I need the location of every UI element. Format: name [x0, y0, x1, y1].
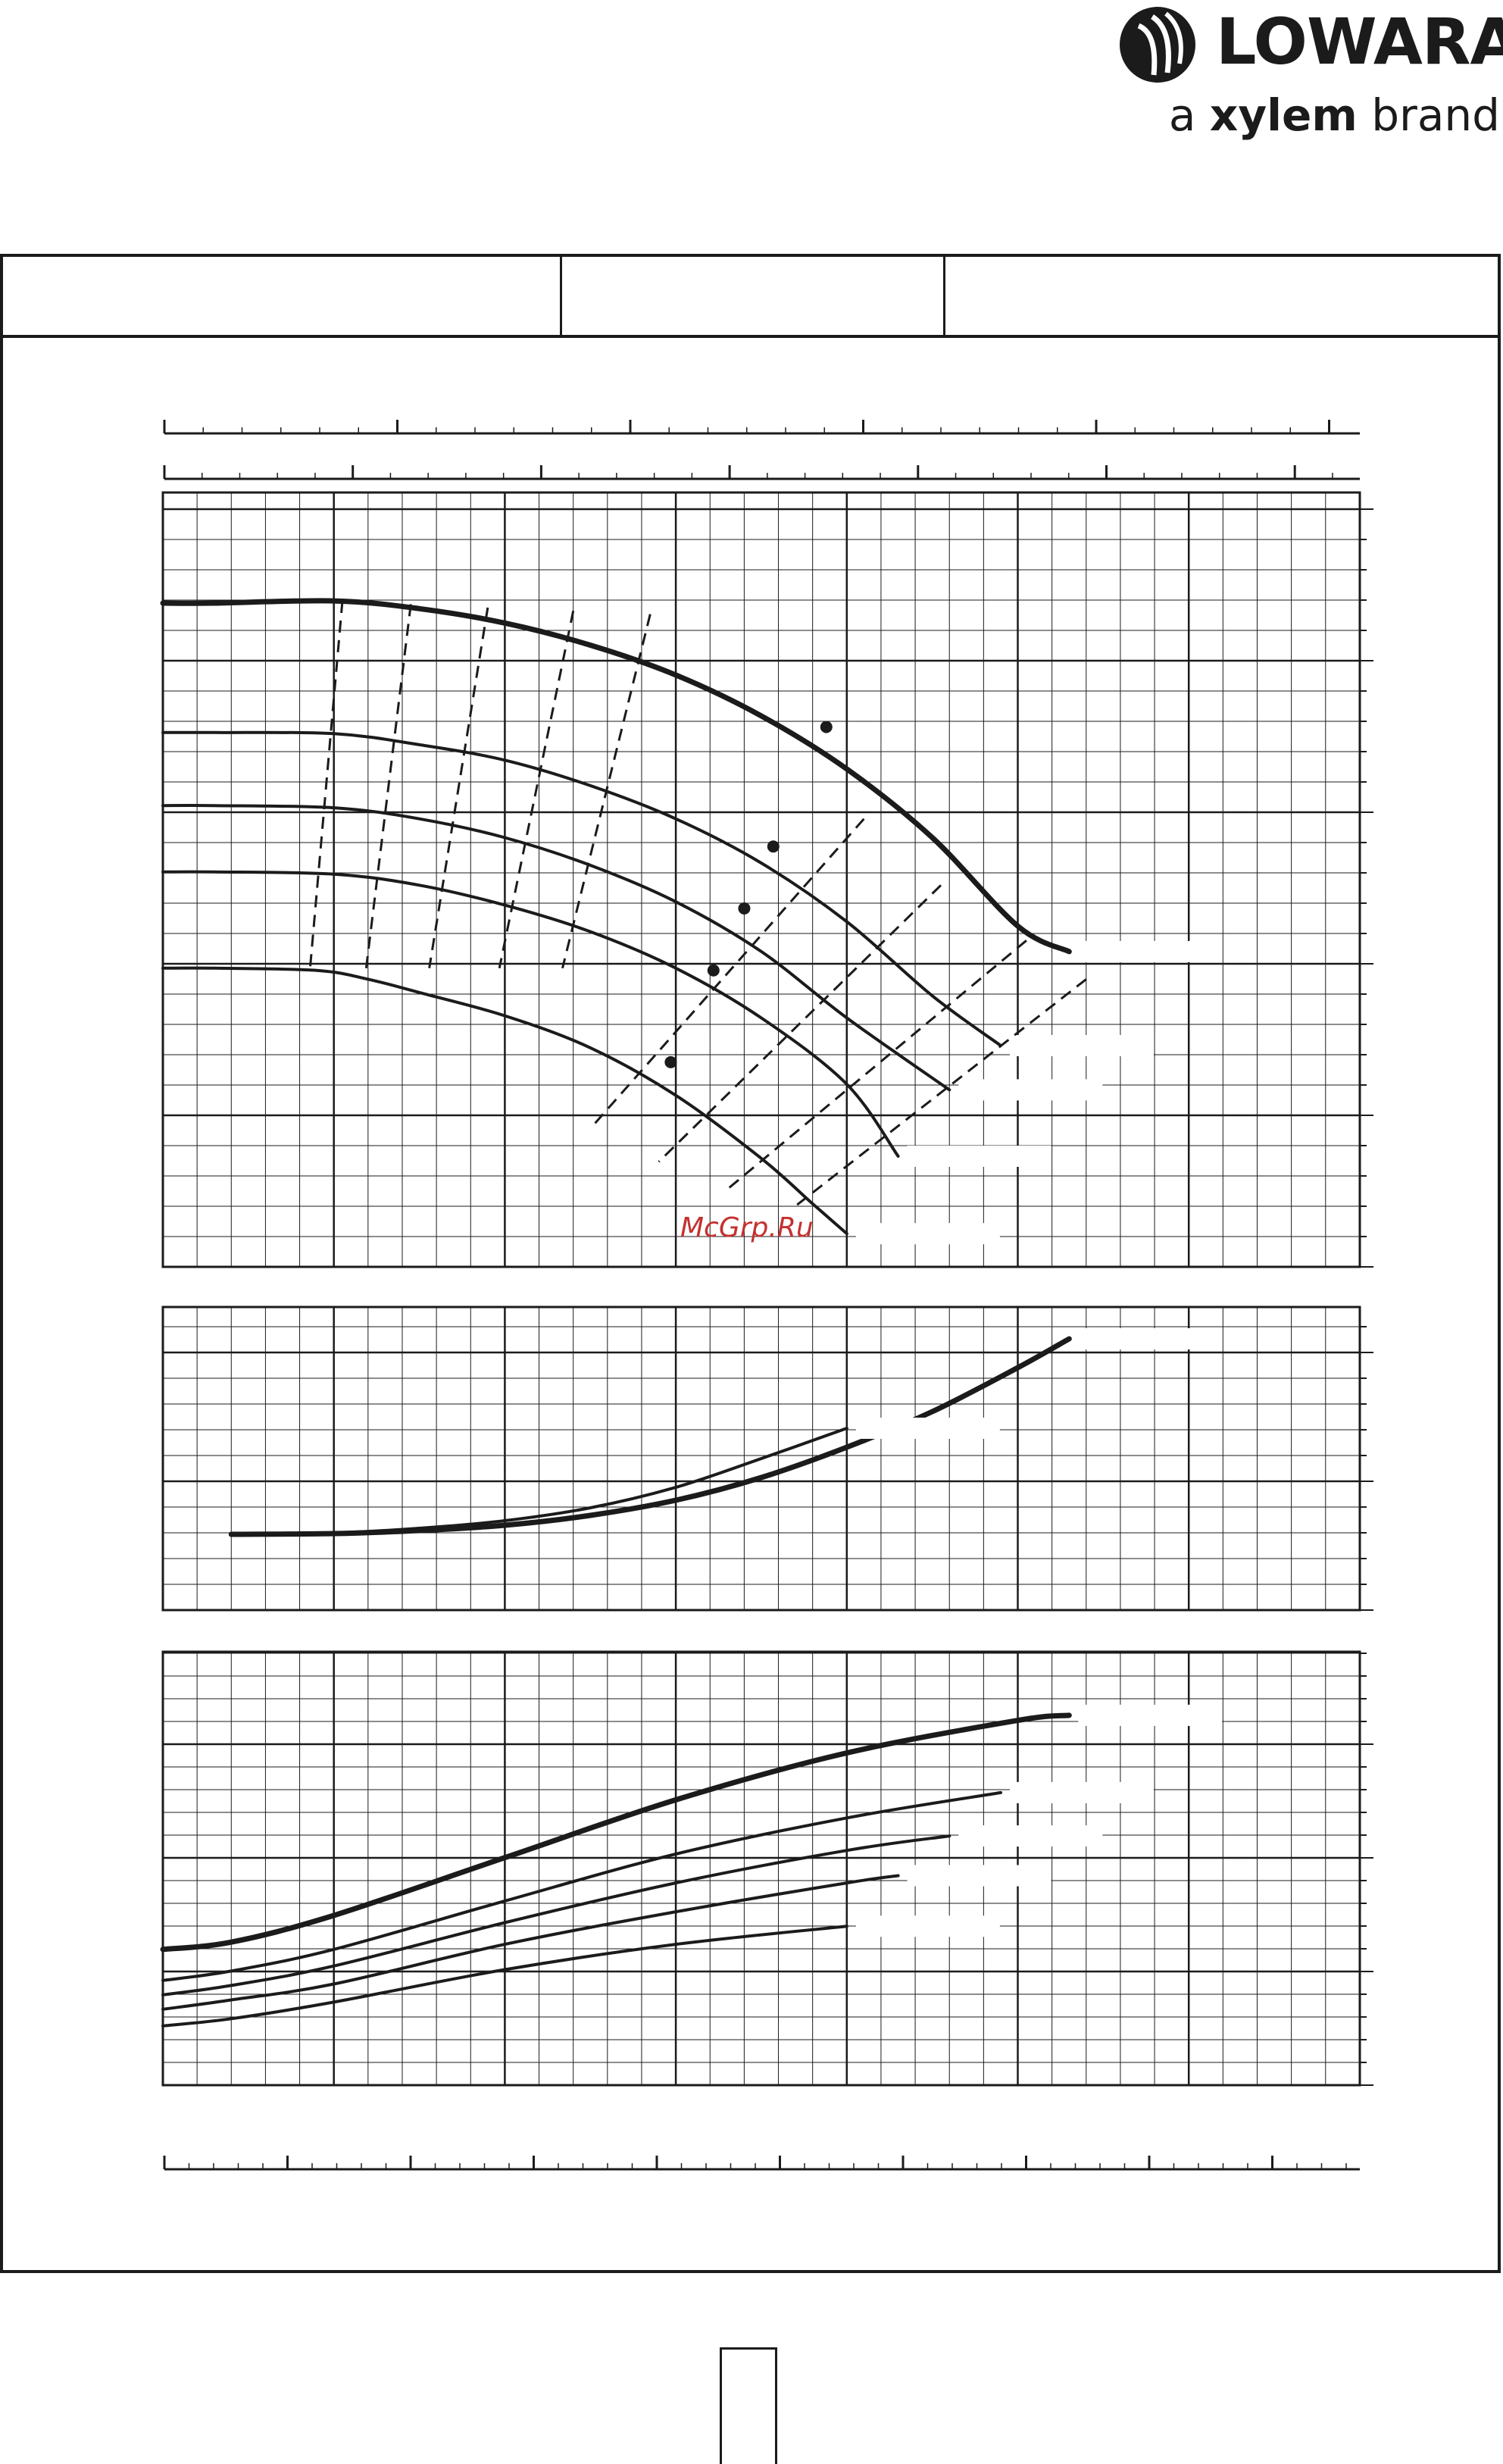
npsh-label-box-0	[1078, 1328, 1223, 1349]
head-point-0	[820, 721, 833, 733]
header-cell-speed	[562, 257, 945, 335]
head-plot-frame	[161, 491, 1361, 1268]
power-series-2	[161, 1834, 951, 1997]
power-curves	[160, 1704, 1223, 2028]
head-point-4	[664, 1055, 677, 1068]
efficiency-dash-line	[561, 614, 652, 969]
npsh-series-0	[228, 1336, 1072, 1537]
head-label-box-1	[1010, 1035, 1154, 1056]
curve-sheet-frame	[0, 254, 1501, 2273]
efficiency-dash-line	[428, 607, 489, 969]
power-series-1	[161, 1790, 1002, 1982]
head-series-0	[160, 598, 1072, 955]
power-label-box-3	[907, 1865, 1051, 1887]
power-label-box-4	[855, 1915, 1000, 1937]
efficiency-dash-line	[589, 818, 865, 1130]
head-point-2	[738, 902, 751, 915]
head-label-box-2	[958, 1079, 1103, 1101]
head-series-2	[161, 803, 951, 1092]
header-cell-model	[3, 257, 562, 335]
npsh-series-1	[230, 1427, 848, 1536]
npsh-curves	[228, 1328, 1223, 1537]
page-number-box	[720, 2347, 777, 2464]
drop-logo-icon	[1120, 7, 1195, 83]
power-series-0	[160, 1712, 1072, 1953]
efficiency-dash-line	[498, 610, 575, 969]
power-label-box-1	[1010, 1781, 1154, 1803]
efficiency-dash-line	[795, 978, 1087, 1207]
head-grid	[161, 491, 1373, 1268]
watermark: McGrp.Ru	[680, 1212, 814, 1243]
npsh-grid	[161, 1305, 1373, 1612]
head-efficiency-lines	[308, 600, 1087, 1207]
efficiency-dash-line	[364, 604, 412, 968]
power-label-box-2	[958, 1825, 1103, 1847]
brand-tagline: a xylem brand	[1168, 89, 1500, 141]
npsh-plot-frame	[161, 1305, 1361, 1612]
power-series-4	[161, 1925, 848, 2028]
efficiency-dash-line	[658, 884, 942, 1163]
head-series-3	[161, 870, 900, 1158]
head-series-4	[161, 966, 848, 1236]
brand-name: LOWARA	[1216, 5, 1503, 79]
header-row	[3, 257, 1498, 338]
lowara-logo: LOWARA a xylem brand	[1110, 0, 1503, 152]
head-label-box-3	[907, 1146, 1051, 1167]
power-plot-frame	[161, 1650, 1361, 2087]
npsh-label-box-1	[855, 1418, 1000, 1439]
head-point-3	[707, 964, 720, 977]
head-curves	[160, 598, 1223, 1245]
power-series-3	[161, 1874, 900, 2011]
head-label-box-4	[855, 1223, 1000, 1245]
power-label-box-0	[1078, 1704, 1223, 1726]
head-point-1	[767, 840, 780, 853]
efficiency-dash-line	[726, 940, 1027, 1190]
head-label-box-0	[1078, 940, 1223, 962]
efficiency-dash-line	[308, 600, 344, 968]
